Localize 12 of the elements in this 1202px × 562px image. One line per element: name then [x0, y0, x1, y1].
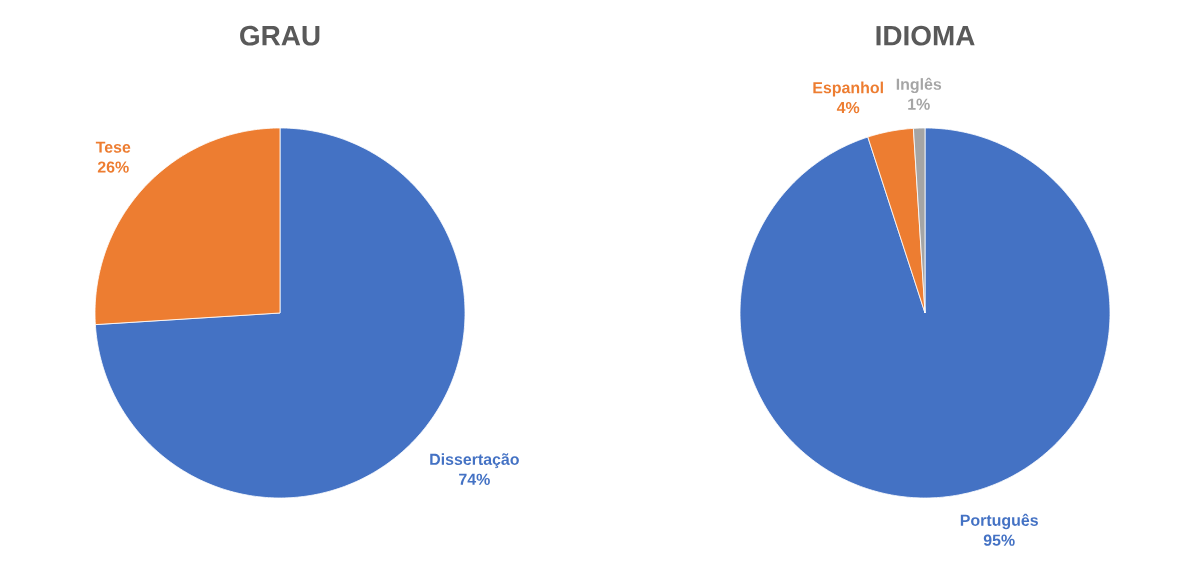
slice-label: Espanhol — [813, 81, 883, 97]
slice-label: Português — [960, 513, 1038, 530]
slice-label: Tese — [95, 141, 131, 153]
data-label: 4% — [836, 101, 860, 114]
data-label: 1% — [908, 98, 930, 110]
data-label: 26% — [97, 161, 129, 173]
chart-title: GRAU — [240, 25, 320, 46]
slice-label: Inglês — [896, 77, 942, 94]
data-label: 95% — [983, 534, 1015, 546]
data-label: 74% — [459, 473, 490, 485]
chart-title: IDIOMA — [876, 25, 975, 46]
slice-label: Dissertação — [430, 453, 519, 469]
